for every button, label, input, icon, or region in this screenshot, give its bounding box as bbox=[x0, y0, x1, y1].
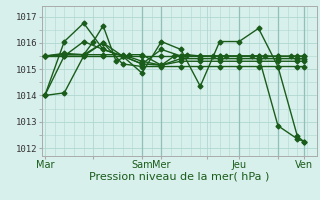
X-axis label: Pression niveau de la mer( hPa ): Pression niveau de la mer( hPa ) bbox=[89, 172, 269, 182]
